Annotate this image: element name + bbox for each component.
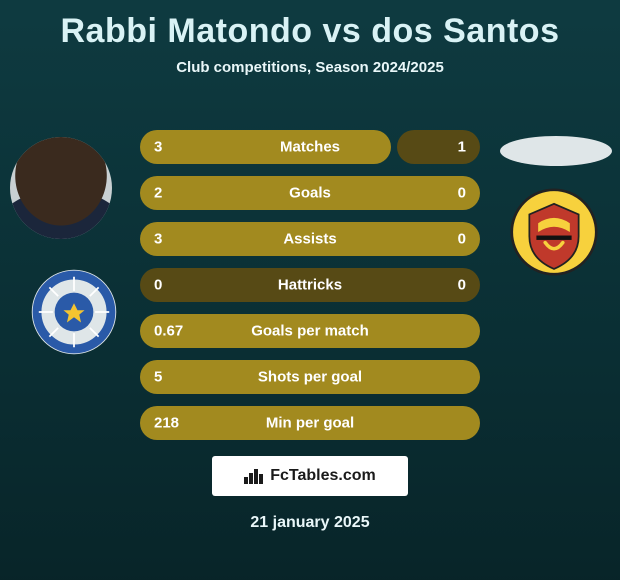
stat-row: 31Matches	[140, 130, 480, 164]
stat-value-right: 0	[458, 277, 466, 294]
stat-value-left: 5	[154, 369, 162, 386]
stat-bar-left	[140, 314, 480, 348]
stat-row: 20Goals	[140, 176, 480, 210]
bar-chart-icon	[244, 468, 264, 484]
stat-row: 30Assists	[140, 222, 480, 256]
comparison-subtitle: Club competitions, Season 2024/2025	[0, 59, 620, 76]
stat-value-right: 0	[458, 185, 466, 202]
player-left-portrait	[10, 137, 112, 239]
stat-value-left: 0.67	[154, 323, 183, 340]
stat-value-left: 0	[154, 277, 162, 294]
stat-value-left: 2	[154, 185, 162, 202]
stat-row: 218Min per goal	[140, 406, 480, 440]
stat-value-left: 3	[154, 231, 162, 248]
club-right-crest	[510, 188, 598, 276]
stats-list: 31Matches20Goals30Assists00Hattricks0.67…	[140, 130, 480, 452]
stat-bar-empty	[140, 268, 480, 302]
stat-bar-left	[140, 406, 480, 440]
player-right-placeholder	[500, 136, 612, 166]
comparison-title: Rabbi Matondo vs dos Santos	[0, 12, 620, 51]
fctables-label: FcTables.com	[270, 467, 376, 485]
stat-bar-left	[140, 176, 480, 210]
stat-bar-left	[140, 222, 480, 256]
comparison-date: 21 january 2025	[0, 514, 620, 532]
stat-row: 00Hattricks	[140, 268, 480, 302]
player-left-silhouette	[10, 137, 112, 239]
stat-bar-left	[140, 130, 391, 164]
stat-bar-right	[397, 130, 480, 164]
stat-row: 5Shots per goal	[140, 360, 480, 394]
stat-value-right: 1	[458, 139, 466, 156]
stat-bar-left	[140, 360, 480, 394]
fctables-badge: FcTables.com	[212, 456, 408, 496]
stat-row: 0.67Goals per match	[140, 314, 480, 348]
club-left-crest	[30, 268, 118, 356]
stat-value-right: 0	[458, 231, 466, 248]
stat-value-left: 3	[154, 139, 162, 156]
stat-value-left: 218	[154, 415, 179, 432]
